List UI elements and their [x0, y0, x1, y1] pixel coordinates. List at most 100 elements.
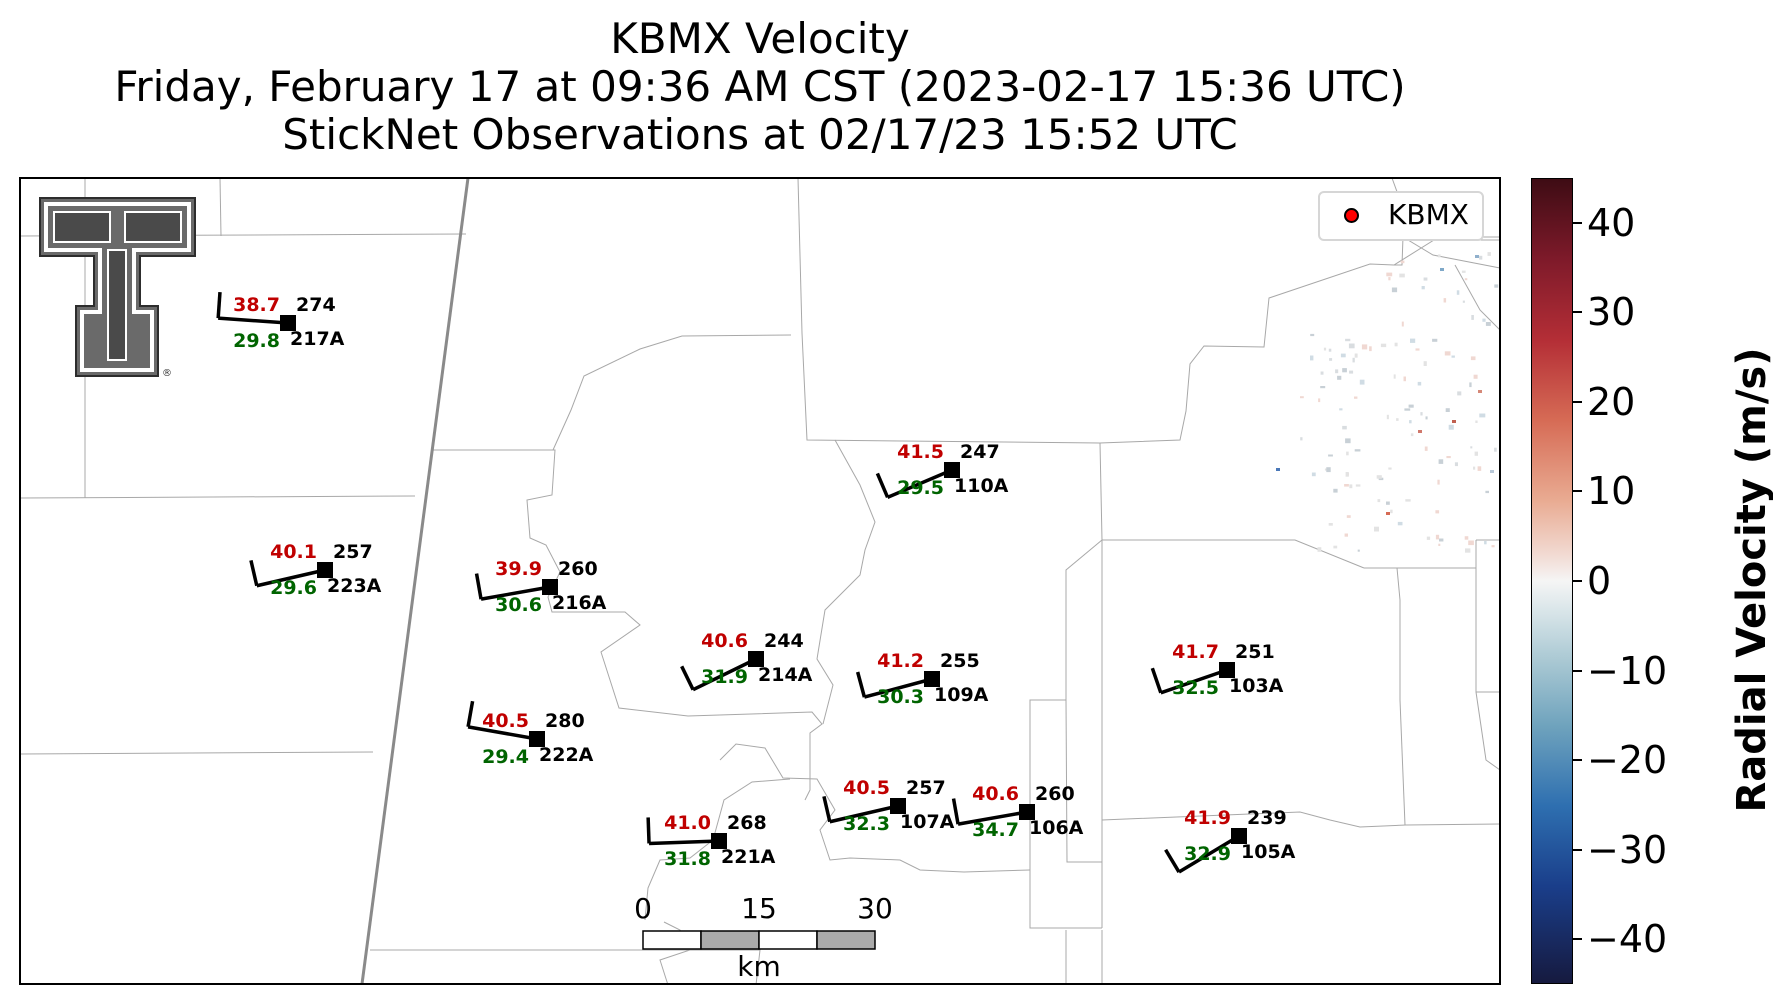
registered-mark: ®: [162, 368, 172, 379]
colorbar-tick-mark: [1573, 221, 1582, 224]
radar-speckle: [1445, 408, 1450, 412]
legend-label: KBMX: [1388, 198, 1469, 231]
radar-speckle: [1349, 370, 1354, 374]
radar-speckle: [1421, 286, 1425, 290]
station-wind-direction: 260: [1035, 783, 1075, 805]
radar-speckle: [1354, 353, 1358, 358]
radar-speckle: [1323, 347, 1327, 351]
radar-speckle: [1410, 338, 1416, 343]
radar-speckle: [1354, 396, 1358, 399]
radar-speckle: [1452, 420, 1456, 423]
station-223A: 40.1 257 29.6 223A: [249, 541, 382, 599]
radar-speckle: [1348, 343, 1355, 349]
station-wind-direction: 260: [558, 558, 598, 580]
station-marker: [1231, 828, 1247, 844]
station-wind-direction: 244: [764, 630, 804, 652]
wind-barb-staff: [648, 839, 720, 846]
radar-speckle: [1494, 447, 1497, 452]
station-106A: 40.6 260 34.7 106A: [951, 783, 1084, 841]
radar-speckle: [1391, 287, 1398, 293]
title-line-2: Friday, February 17 at 09:36 AM CST (202…: [114, 62, 1406, 111]
station-id: 221A: [721, 846, 776, 868]
radar-speckle: [1438, 459, 1444, 464]
station-id: 222A: [539, 744, 594, 766]
station-dewpoint: 29.8: [233, 330, 280, 352]
station-marker: [542, 579, 558, 595]
radar-speckle: [1409, 420, 1412, 424]
wind-barb-staff: [1160, 668, 1228, 695]
station-217A: 38.7 274 29.8 217A: [216, 292, 345, 352]
radar-speckle: [1477, 466, 1482, 471]
radar-speckle: [1276, 468, 1280, 471]
radar-speckle: [1328, 348, 1332, 352]
radar-velocity-returns: [1276, 252, 1499, 553]
radar-speckle: [1424, 446, 1428, 451]
radar-speckle: [1386, 272, 1393, 277]
radar-speckle: [1388, 467, 1392, 470]
station-temperature: 41.0: [664, 812, 711, 834]
station-dewpoint: 29.6: [270, 577, 317, 599]
radar-speckle: [1342, 425, 1347, 430]
station-marker: [711, 833, 727, 849]
radar-speckle: [1354, 449, 1361, 452]
colorbar-tick-mark: [1573, 938, 1582, 941]
colorbar-tick-mark: [1573, 669, 1582, 672]
scale-unit: km: [737, 950, 781, 983]
station-105A: 41.9 239 32.9 105A: [1164, 807, 1296, 874]
radar-speckle: [1300, 437, 1303, 441]
station-marker: [1019, 804, 1035, 820]
colorbar-tick-label: −30: [1587, 827, 1668, 872]
radar-speckle: [1374, 526, 1379, 532]
radar-speckle: [1393, 374, 1396, 379]
radar-speckle: [1485, 490, 1489, 494]
station-221A: 41.0 268 31.8 221A: [646, 812, 776, 870]
wind-barb-staff: [886, 468, 953, 499]
station-id: 223A: [327, 575, 382, 597]
colorbar-tick-label: 0: [1587, 559, 1612, 603]
radar-speckle: [1333, 545, 1338, 549]
station-dewpoint: 32.3: [843, 813, 890, 835]
station-wind-direction: 257: [333, 541, 373, 563]
station-wind-direction: 239: [1247, 807, 1287, 829]
radar-speckle: [1337, 375, 1342, 380]
station-id: 105A: [1241, 841, 1296, 863]
radar-speckle: [1408, 404, 1414, 408]
station-dewpoint: 29.4: [482, 746, 529, 768]
scale-tick-15: 15: [741, 892, 777, 925]
radar-speckle: [1352, 357, 1355, 363]
wind-barb-flag: [474, 573, 483, 600]
radar-speckle: [1444, 351, 1451, 356]
station-id: 217A: [290, 328, 345, 350]
colorbar-tick-mark: [1573, 400, 1582, 403]
station-109A: 41.2 255 30.3 109A: [855, 650, 989, 708]
colorbar-tick-mark: [1573, 490, 1582, 493]
radar-speckle: [1475, 420, 1478, 423]
radar-speckle: [1461, 270, 1466, 273]
radar-speckle: [1437, 479, 1440, 485]
radar-speckle: [1487, 252, 1491, 256]
station-dewpoint: 30.6: [495, 594, 542, 616]
station-110A: 41.5 247 29.5 110A: [875, 441, 1009, 499]
wind-barb-staff: [957, 810, 1028, 826]
scale-tick-30: 30: [857, 892, 893, 925]
radar-speckle: [1410, 433, 1414, 437]
radar-speckle: [1333, 488, 1338, 493]
colorbar-tick-label: 10: [1587, 469, 1636, 514]
radar-speckle: [1478, 390, 1482, 393]
radar-speckle: [1490, 470, 1494, 473]
radar-speckle: [1378, 477, 1384, 481]
radar-speckle: [1474, 451, 1478, 456]
radar-speckle: [1425, 416, 1428, 420]
radar-speckle: [1396, 418, 1399, 421]
wind-barb-flag: [1164, 848, 1181, 873]
radar-speckle: [1355, 484, 1361, 487]
radar-speckle: [1345, 338, 1351, 342]
colorbar-tick-mark: [1573, 848, 1582, 851]
wind-barb-staff: [256, 568, 326, 588]
station-dewpoint: 34.7: [972, 819, 1019, 841]
station-107A: 40.5 257 32.3 107A: [822, 777, 955, 835]
colorbar-tick-mark: [1573, 311, 1582, 314]
colorbar: [1531, 178, 1573, 984]
station-dewpoint: 31.8: [664, 848, 711, 870]
